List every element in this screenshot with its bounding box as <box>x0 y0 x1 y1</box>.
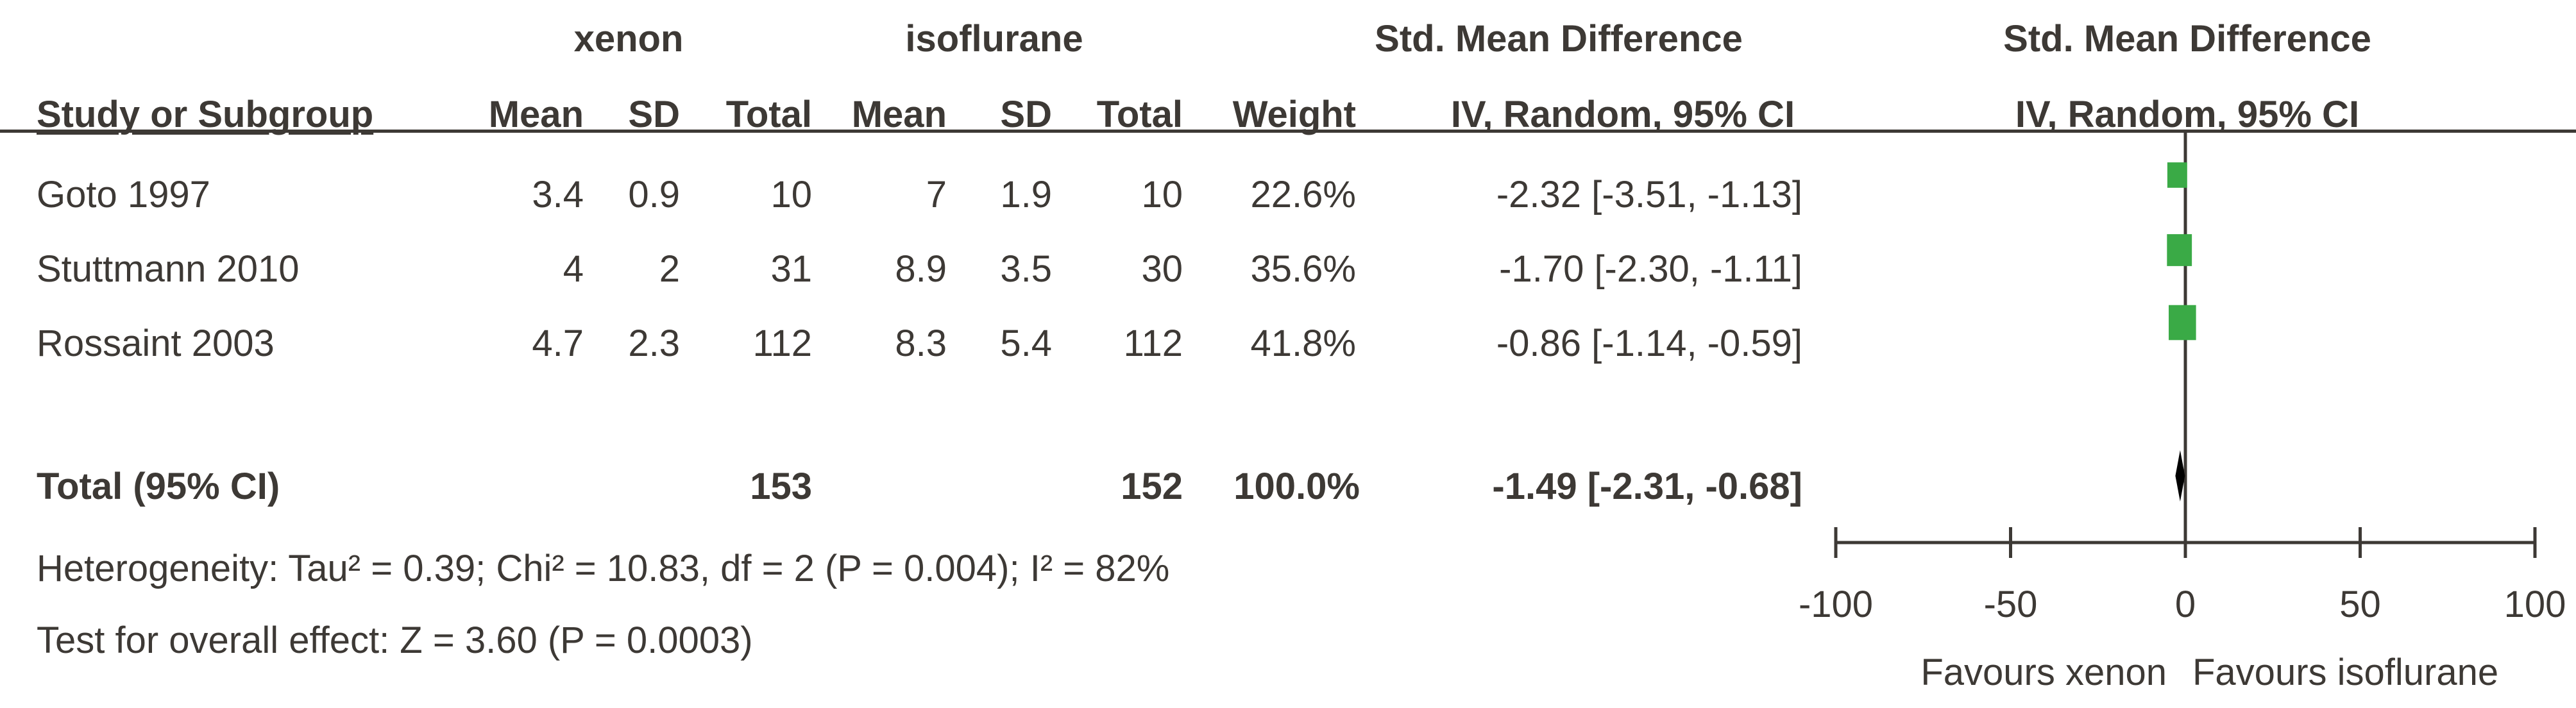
effect-ci: -1.70 [-2.30, -1.11] <box>1499 248 1802 290</box>
study-marker <box>2167 234 2192 266</box>
x-tick-label: -50 <box>1984 584 2038 625</box>
heterogeneity-text: Heterogeneity: Tau² = 0.39; Chi² = 10.83… <box>37 548 1170 589</box>
column-header-total-control: Total <box>1096 94 1183 135</box>
sd-control: 5.4 <box>1000 323 1052 364</box>
total-experimental: 31 <box>770 248 812 290</box>
experimental-group-header: xenon <box>573 18 684 60</box>
study-name: Rossaint 2003 <box>37 323 275 364</box>
total-experimental: 153 <box>750 466 812 507</box>
sd-experimental: 2.3 <box>628 323 680 364</box>
header-rule <box>0 130 2576 133</box>
weight: 41.8% <box>1250 323 1356 364</box>
sd-control: 3.5 <box>1000 248 1052 290</box>
x-tick-label: 50 <box>2339 584 2381 625</box>
x-tick-label: 100 <box>2504 584 2566 625</box>
study-name: Stuttmann 2010 <box>37 248 300 290</box>
mean-control: 7 <box>926 174 947 215</box>
total-effect-ci: -1.49 [-2.31, -0.68] <box>1492 466 1802 507</box>
sd-control: 1.9 <box>1000 174 1052 215</box>
total-control: 112 <box>1123 323 1183 364</box>
mean-control: 8.9 <box>895 248 947 290</box>
weight: 22.6% <box>1250 174 1356 215</box>
column-header-ci: IV, Random, 95% CI <box>1450 94 1795 135</box>
effect-ci: -0.86 [-1.14, -0.59] <box>1496 323 1802 364</box>
study-marker <box>2169 305 2196 341</box>
total-label: Total (95% CI) <box>37 466 280 507</box>
control-group-header: isoflurane <box>905 18 1083 60</box>
total-experimental: 10 <box>770 174 812 215</box>
study-marker <box>2167 162 2187 188</box>
total-experimental: 112 <box>752 323 812 364</box>
weight: 35.6% <box>1250 248 1356 290</box>
total-control: 30 <box>1141 248 1183 290</box>
column-header-sd-experimental: SD <box>628 94 680 135</box>
x-tick-label: -100 <box>1799 584 1873 625</box>
column-header-sd-control: SD <box>1000 94 1052 135</box>
favours-left-label: Favours xenon <box>1920 652 2167 693</box>
mean-experimental: 4.7 <box>532 323 584 364</box>
column-header-weight: Weight <box>1232 94 1356 135</box>
mean-experimental: 4 <box>563 248 584 290</box>
column-header-mean-experimental: Mean <box>488 94 584 135</box>
column-header-mean-control: Mean <box>851 94 947 135</box>
pooled-diamond <box>2175 450 2185 501</box>
mean-control: 8.3 <box>895 323 947 364</box>
sd-experimental: 0.9 <box>628 174 680 215</box>
effect-ci: -2.32 [-3.51, -1.13] <box>1496 174 1802 215</box>
mean-experimental: 3.4 <box>532 174 584 215</box>
sd-experimental: 2 <box>659 248 680 290</box>
total-control: 152 <box>1121 466 1183 507</box>
study-name: Goto 1997 <box>37 174 210 215</box>
column-header-plot-ci: IV, Random, 95% CI <box>2015 94 2360 135</box>
column-header-study: Study or Subgroup <box>37 94 374 135</box>
column-header-total-experimental: Total <box>725 94 812 135</box>
x-tick-label: 0 <box>2175 584 2196 625</box>
plot-header: Std. Mean Difference <box>2003 18 2371 60</box>
overall-effect-text: Test for overall effect: Z = 3.60 (P = 0… <box>37 620 753 661</box>
total-control: 10 <box>1141 174 1183 215</box>
total-weight: 100.0% <box>1233 466 1360 507</box>
effect-size-header: Std. Mean Difference <box>1375 18 1743 60</box>
favours-right-label: Favours isoflurane <box>2192 652 2498 693</box>
